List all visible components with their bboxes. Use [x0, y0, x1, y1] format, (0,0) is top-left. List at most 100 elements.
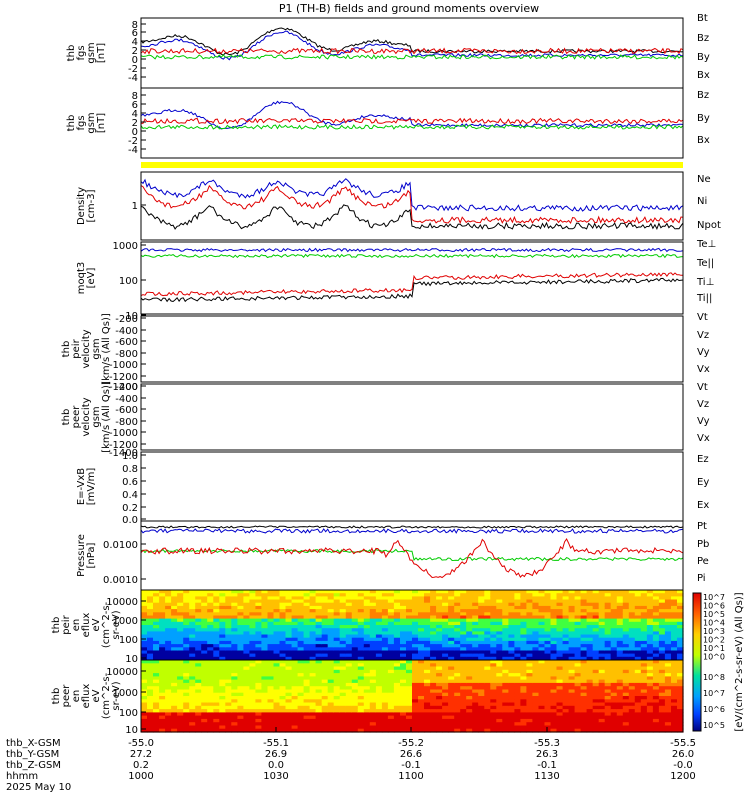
spectrogram-cell [273, 656, 281, 661]
spectrogram-cell [430, 692, 437, 697]
spectrogram-cell [231, 669, 238, 674]
spectrogram-cell [580, 615, 588, 620]
spectrogram-cell [622, 692, 630, 697]
spectrogram-cell [201, 699, 208, 704]
spectrogram-cell [273, 679, 281, 684]
spectrogram-cell [195, 705, 202, 710]
spectrogram-cell [387, 722, 395, 727]
spectrogram-cell [387, 599, 395, 604]
spectrogram-cell [520, 653, 527, 658]
spectrogram-cell [291, 679, 299, 684]
series-line-Pi [140, 528, 684, 534]
spectrogram-cell [568, 615, 576, 620]
spectrogram-cell [424, 621, 431, 626]
spectrogram-cell [406, 692, 413, 697]
spectrogram-cell [201, 682, 208, 687]
spectrogram-cell [610, 666, 618, 671]
spectrogram-cell [201, 686, 208, 691]
spectrogram-cell [195, 593, 202, 597]
series-line-Ne [140, 184, 684, 225]
spectrogram-cell [556, 679, 564, 684]
spectrogram-cell [195, 615, 202, 620]
spectrogram-cell [550, 647, 558, 652]
spectrogram-cell [243, 628, 250, 632]
spectrogram-cell [165, 625, 172, 629]
spectrogram-cell [677, 628, 684, 632]
spectrogram-cell [400, 709, 407, 713]
spectrogram-cell [321, 718, 329, 723]
spectrogram-cell [472, 628, 479, 632]
spectrogram-cell [237, 718, 244, 723]
spectrogram-cell [442, 722, 449, 727]
spectrogram-cell [664, 656, 672, 661]
spectrogram-cell [213, 676, 220, 681]
spectrogram-cell [261, 656, 268, 661]
spectrogram-cell [412, 669, 419, 674]
spectrogram-cell [436, 696, 443, 700]
spectrogram-cell [430, 599, 437, 604]
spectrogram-cell [442, 699, 449, 704]
spectrogram-cell [147, 699, 154, 704]
spectrogram-cell [484, 605, 491, 610]
spectrogram-cell [273, 689, 281, 694]
spectrogram-cell [550, 602, 558, 607]
spectrogram-cell [568, 705, 576, 710]
spectrogram-cell [568, 637, 576, 642]
spectrogram-cell [261, 590, 268, 594]
spectrogram-cell [586, 715, 594, 720]
spectrogram-cell [147, 593, 154, 597]
spectrogram-cell [249, 590, 256, 594]
spectrogram-cell [183, 609, 190, 613]
spectrogram-cell [255, 696, 262, 700]
spectrogram-cell [387, 644, 395, 648]
spectrogram-cell [243, 637, 250, 642]
spectrogram-cell [345, 669, 353, 674]
spectrogram-cell [640, 696, 648, 700]
spectrogram-cell [231, 599, 238, 604]
y-tick-label: 6 [132, 28, 138, 39]
spectrogram-cell [532, 640, 539, 645]
spectrogram-cell [556, 722, 564, 727]
spectrogram-cell [526, 682, 533, 687]
spectrogram-cell [544, 631, 552, 636]
spectrogram-cell [357, 705, 365, 710]
spectrogram-cell [586, 605, 594, 610]
spectrogram-cell [183, 702, 190, 707]
spectrogram-cell [333, 596, 341, 601]
spectrogram-cell [195, 718, 202, 723]
spectrogram-cell [436, 728, 443, 733]
spectrogram-cell [321, 637, 329, 642]
spectrogram-cell [496, 634, 503, 639]
spectrogram-cell [424, 722, 431, 727]
spectrogram-cell [562, 650, 570, 655]
spectrogram-cell [297, 631, 305, 636]
spectrogram-cell [436, 593, 443, 597]
spectrogram-cell [430, 679, 437, 684]
spectrogram-cell [568, 621, 576, 626]
spectrogram-cell [327, 669, 335, 674]
spectrogram-cell [177, 666, 184, 671]
spectrogram-cell [412, 590, 419, 594]
spectrogram-cell [255, 625, 262, 629]
spectrogram-cell [412, 686, 419, 691]
spectrogram-cell [550, 682, 558, 687]
spectrogram-cell [255, 699, 262, 704]
spectrogram-cell [604, 650, 612, 655]
spectrogram-cell [454, 663, 461, 668]
spectrogram-cell [153, 631, 160, 636]
spectrogram-cell [671, 676, 678, 681]
spectrogram-cell [159, 640, 166, 645]
spectrogram-cell [333, 686, 341, 691]
spectrogram-cell [562, 676, 570, 681]
spectrogram-cell [219, 653, 226, 658]
spectrogram-cell [538, 618, 546, 623]
spectrogram-cell [496, 682, 503, 687]
spectrogram-cell [640, 593, 648, 597]
spectrogram-cell [363, 612, 371, 617]
spectrogram-cell [243, 692, 250, 697]
spectrogram-cell [363, 666, 371, 671]
spectrogram-cell [436, 663, 443, 668]
spectrogram-cell [357, 718, 365, 723]
spectrogram-cell [664, 637, 672, 642]
spectrogram-cell [400, 609, 407, 613]
